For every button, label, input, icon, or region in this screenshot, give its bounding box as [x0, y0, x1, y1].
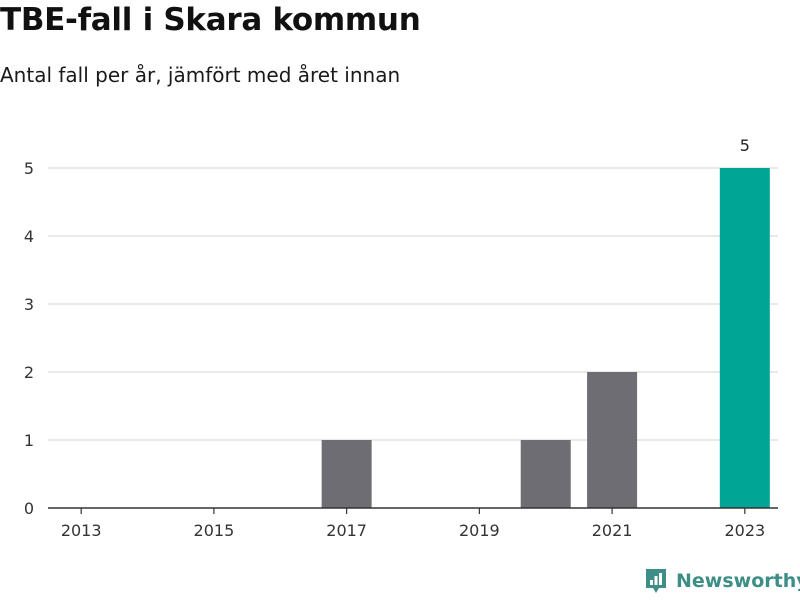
- x-tick-label: 2017: [326, 521, 367, 540]
- newsworthy-chart-logo-icon: [646, 569, 666, 593]
- y-tick-label: 0: [24, 499, 34, 518]
- y-tick-label: 4: [24, 227, 34, 246]
- bar-2021: [587, 372, 638, 508]
- bar-2017: [321, 440, 372, 508]
- chart-subtitle: Antal fall per år, jämfört med året inna…: [0, 63, 401, 87]
- y-tick-label: 1: [24, 431, 34, 450]
- x-tick-label: 2015: [194, 521, 235, 540]
- data-label: 5: [740, 136, 750, 155]
- brand-name: Newsworthy: [676, 570, 800, 592]
- brand: Newsworthy: [644, 568, 800, 594]
- y-tick-label: 3: [24, 295, 34, 314]
- x-tick-label: 2013: [61, 521, 102, 540]
- x-tick-label: 2021: [592, 521, 633, 540]
- y-tick-label: 5: [24, 159, 34, 178]
- chart-title: TBE-fall i Skara kommun: [0, 2, 421, 38]
- x-tick-label: 2023: [724, 521, 765, 540]
- bar-2023: [719, 168, 770, 508]
- y-tick-label: 2: [24, 363, 34, 382]
- bar-2020: [520, 440, 571, 508]
- x-tick-label: 2019: [459, 521, 500, 540]
